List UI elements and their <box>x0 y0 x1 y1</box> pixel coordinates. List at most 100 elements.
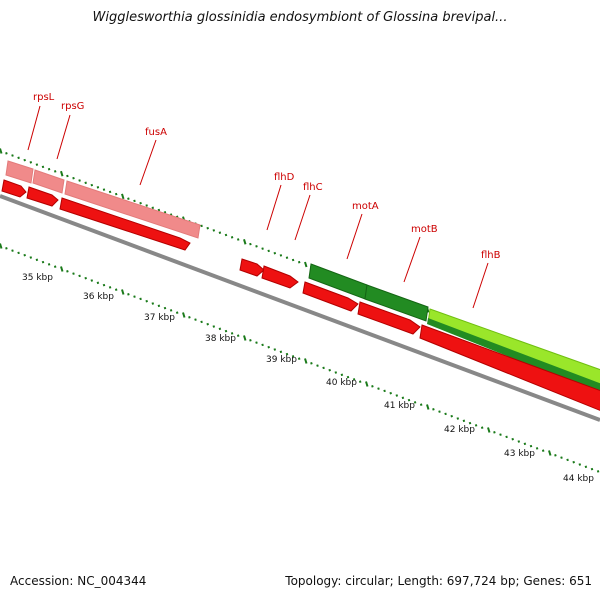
gene-motB-track[interactable] <box>364 284 429 322</box>
tick-mark <box>66 174 69 178</box>
tick-mark <box>322 366 325 370</box>
tick-mark <box>121 193 125 200</box>
tick-mark <box>444 412 447 416</box>
tick-mark <box>35 258 39 262</box>
gene-rpsL-track[interactable] <box>5 160 34 184</box>
tick-mark <box>114 288 118 291</box>
tick-mark <box>297 260 301 264</box>
gene-leader-lines <box>27 105 489 309</box>
kbp-label: 41 kbp <box>384 401 415 411</box>
leader-flhC <box>294 194 311 241</box>
tick-mark <box>96 281 100 285</box>
tick-mark <box>35 163 39 166</box>
tick-mark <box>529 444 533 448</box>
gene-label-rpsG[interactable]: rpsG <box>61 101 84 112</box>
kbp-label: 38 kbp <box>205 334 236 344</box>
tick-mark <box>108 190 112 194</box>
tick-mark <box>127 293 130 296</box>
tick-mark <box>572 460 575 464</box>
tick-mark <box>218 231 222 234</box>
tick-mark <box>297 357 301 360</box>
tick-mark <box>578 463 582 466</box>
tick-mark <box>560 456 563 459</box>
leader-motA <box>346 213 363 260</box>
tick-mark <box>108 286 112 289</box>
gene-label-flhC[interactable]: flhC <box>303 182 323 193</box>
tick-mark <box>334 371 338 374</box>
tick-mark <box>0 243 3 249</box>
gene-motA-arrow[interactable] <box>302 281 359 312</box>
tick-mark <box>377 387 380 390</box>
tick-mark <box>291 258 295 262</box>
gene-label-motA[interactable]: motA <box>352 201 379 212</box>
footer-accession: Accession: NC_004344 <box>10 574 147 588</box>
tick-mark <box>236 238 240 241</box>
gene-flhB-arrow[interactable] <box>419 324 600 412</box>
gene-label-flhB[interactable]: flhB <box>481 250 501 261</box>
gene-flhC-arrow[interactable] <box>261 265 299 289</box>
tick-mark <box>11 154 14 157</box>
gene-label-rpsL[interactable]: rpsL <box>33 92 55 103</box>
tick-mark <box>566 458 569 462</box>
tick-mark <box>29 161 33 164</box>
tick-mark <box>127 197 130 200</box>
tick-mark <box>5 247 8 250</box>
leader-flhD <box>266 184 282 231</box>
tick-mark <box>255 341 258 344</box>
tick-mark <box>480 426 484 429</box>
tick-mark <box>285 256 289 259</box>
tick-mark <box>243 335 247 341</box>
tick-mark <box>53 265 57 268</box>
tick-mark <box>432 408 435 411</box>
tick-mark <box>426 404 430 410</box>
tick-mark <box>47 167 51 171</box>
tick-mark <box>224 329 228 333</box>
tick-mark <box>206 226 209 230</box>
tick-mark <box>249 339 252 342</box>
tick-mark <box>17 251 20 255</box>
gene-label-motB[interactable]: motB <box>411 224 438 235</box>
tick-mark <box>273 348 277 351</box>
gene-rpsL-arrow[interactable] <box>1 179 27 198</box>
gene-motB-arrow[interactable] <box>357 301 421 335</box>
tick-mark <box>450 414 453 418</box>
tick-mark <box>11 249 14 252</box>
leader-motB <box>403 236 421 283</box>
tick-mark <box>102 188 106 191</box>
tick-mark <box>145 204 148 207</box>
tick-mark <box>157 208 161 212</box>
gene-label-fusA[interactable]: fusA <box>145 127 167 138</box>
tick-mark <box>499 433 502 436</box>
tick-mark <box>267 345 270 349</box>
tick-mark <box>535 447 539 450</box>
tick-mark <box>279 350 283 354</box>
gene-rpsG-track[interactable] <box>32 169 65 194</box>
tick-mark <box>383 389 386 393</box>
tick-mark <box>78 274 81 278</box>
gene-flhD-arrow[interactable] <box>239 258 265 277</box>
gene-fusA-track[interactable] <box>64 180 201 239</box>
tick-mark <box>60 266 64 272</box>
tick-mark <box>389 391 392 395</box>
kbp-label: 42 kbp <box>444 425 475 435</box>
tick-mark <box>139 297 142 301</box>
tick-mark <box>487 427 491 433</box>
footer-summary: Topology: circular; Length: 697,724 bp; … <box>285 574 592 588</box>
genome-backbone <box>0 194 600 422</box>
tick-mark <box>60 170 64 177</box>
gene-label-flhD[interactable]: flhD <box>274 172 295 183</box>
tick-mark <box>554 454 557 457</box>
tick-mark <box>224 233 228 237</box>
tick-mark <box>206 322 209 326</box>
gene-fusA-arrow[interactable] <box>59 197 191 251</box>
kbp-label: 39 kbp <box>266 355 297 365</box>
gene-rpsG-arrow[interactable] <box>26 186 59 207</box>
tick-mark <box>41 260 45 264</box>
tick-mark <box>200 224 203 228</box>
tick-mark <box>157 304 161 308</box>
tick-mark <box>316 364 319 367</box>
tick-mark <box>285 352 289 356</box>
tick-mark <box>474 424 478 427</box>
